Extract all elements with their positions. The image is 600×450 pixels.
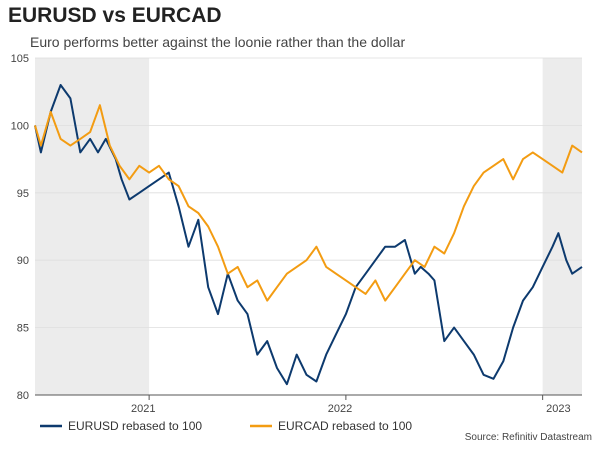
series-line-0 (34, 84, 583, 386)
y-tick-label-95: 95 (17, 188, 29, 200)
legend-label-0: EURUSD rebased to 100 (68, 419, 202, 433)
chart-subtitle: Euro performs better against the loonie … (30, 34, 406, 50)
shaded-region-0 (35, 58, 150, 395)
series-line-1 (34, 104, 583, 302)
y-tick-label-105: 105 (11, 53, 29, 65)
x-tick-label-2023: 2023 (546, 403, 570, 415)
chart-title: EURUSD vs EURCAD (8, 4, 222, 27)
legend-label-1: EURCAD rebased to 100 (278, 419, 412, 433)
y-tick-label-85: 85 (17, 323, 29, 335)
shaded-region-1 (542, 58, 582, 395)
x-tick-label-2022: 2022 (328, 403, 352, 415)
y-tick-label-80: 80 (17, 390, 29, 402)
y-tick-label-90: 90 (17, 255, 29, 267)
y-tick-label-100: 100 (11, 120, 29, 132)
x-tick-label-2021: 2021 (131, 403, 155, 415)
source-note: Source: Refinitiv Datastream (464, 432, 592, 443)
